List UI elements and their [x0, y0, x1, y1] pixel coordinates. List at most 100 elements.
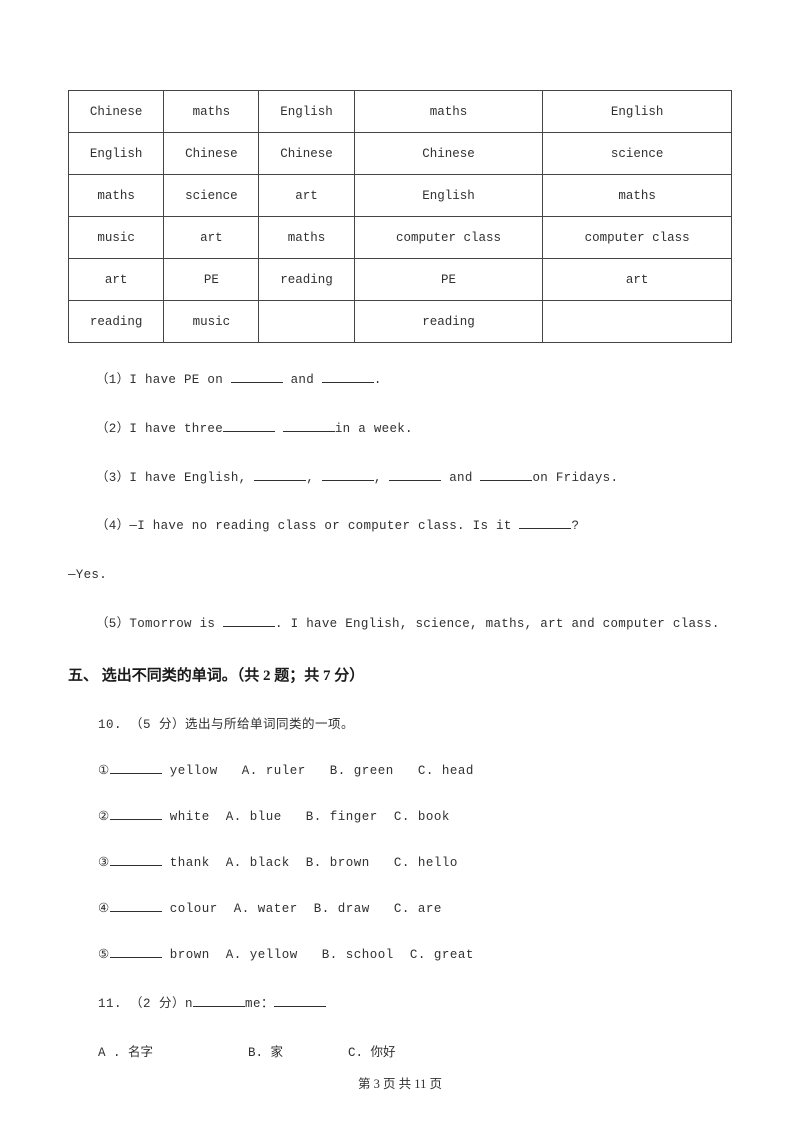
q5-post: . I have English, science, maths, art an…	[275, 617, 720, 631]
schedule-table: ChinesemathsEnglishmathsEnglish EnglishC…	[68, 90, 732, 343]
table-cell: art	[543, 259, 732, 301]
table-cell: maths	[259, 217, 354, 259]
table-cell: PE	[164, 259, 259, 301]
blank[interactable]	[110, 900, 162, 912]
q3-post: on Fridays.	[532, 471, 618, 485]
q11-mid: me：	[245, 997, 274, 1011]
w: brown	[162, 948, 210, 962]
q3-c3: and	[441, 471, 480, 485]
opt-a[interactable]: A. ruler	[242, 764, 306, 778]
table-cell: English	[259, 91, 354, 133]
opt-a[interactable]: A . 名字	[98, 1041, 248, 1060]
q3-c1: ,	[306, 471, 322, 485]
table-cell: Chinese	[354, 133, 543, 175]
blank[interactable]	[519, 517, 571, 529]
opt-b[interactable]: B. brown	[306, 856, 370, 870]
table-cell: Chinese	[69, 91, 164, 133]
question-1: （1）I have PE on and .	[96, 371, 732, 390]
blank[interactable]	[254, 469, 306, 481]
blank[interactable]	[110, 808, 162, 820]
w: yellow	[162, 764, 218, 778]
blank[interactable]	[110, 946, 162, 958]
table-cell: English	[354, 175, 543, 217]
q4-pre: （4）—I have no reading class or computer …	[96, 519, 519, 533]
blank[interactable]	[480, 469, 532, 481]
page-footer: 第 3 页 共 11 页	[0, 1073, 800, 1092]
table-cell: English	[69, 133, 164, 175]
table-cell: reading	[69, 301, 164, 343]
table-cell: English	[543, 91, 732, 133]
blank[interactable]	[223, 420, 275, 432]
q1-mid: and	[283, 373, 322, 387]
opt-b[interactable]: B. draw	[314, 902, 370, 916]
question-11: 11. （2 分）n me：	[98, 992, 732, 1011]
question-3: （3）I have English, , , and on Fridays.	[96, 469, 732, 488]
n: ②	[98, 810, 110, 824]
table-cell	[259, 301, 354, 343]
question-4: （4）—I have no reading class or computer …	[96, 517, 732, 536]
opt-a[interactable]: A. yellow	[226, 948, 298, 962]
opt-c[interactable]: C. are	[394, 902, 442, 916]
blank[interactable]	[389, 469, 441, 481]
opt-c[interactable]: C. 你好	[348, 1041, 396, 1060]
q10-item-2: ② white A. blue B. finger C. book	[98, 808, 732, 824]
q5-pre: （5）Tomorrow is	[96, 617, 223, 631]
table-cell: maths	[69, 175, 164, 217]
q2-pre: （2）I have three	[96, 422, 223, 436]
q10-item-3: ③ thank A. black B. brown C. hello	[98, 854, 732, 870]
table-cell: Chinese	[164, 133, 259, 175]
question-5: （5）Tomorrow is . I have English, science…	[96, 615, 732, 634]
blank[interactable]	[193, 995, 245, 1007]
q3-pre: （3）I have English,	[96, 471, 254, 485]
table-cell: science	[164, 175, 259, 217]
opt-a[interactable]: A. blue	[226, 810, 282, 824]
table-cell: reading	[354, 301, 543, 343]
section-5-heading: 五、 选出不同类的单词。（共 2 题；共 7 分）	[68, 664, 732, 685]
q11-pre: 11. （2 分）n	[98, 997, 193, 1011]
q10-item-5: ⑤ brown A. yellow B. school C. great	[98, 946, 732, 962]
table-cell: maths	[543, 175, 732, 217]
opt-b[interactable]: B. school	[322, 948, 394, 962]
table-cell: art	[69, 259, 164, 301]
q10-item-1: ① yellow A. ruler B. green C. head	[98, 762, 732, 778]
table-cell: Chinese	[259, 133, 354, 175]
opt-c[interactable]: C. head	[418, 764, 474, 778]
blank[interactable]	[274, 995, 326, 1007]
opt-c[interactable]: C. hello	[394, 856, 458, 870]
question-2: （2）I have three in a week.	[96, 420, 732, 439]
opt-c[interactable]: C. book	[394, 810, 450, 824]
q3-c2: ,	[374, 471, 390, 485]
table-cell: reading	[259, 259, 354, 301]
w: white	[162, 810, 210, 824]
table-cell: maths	[354, 91, 543, 133]
blank[interactable]	[322, 469, 374, 481]
question-4-answer: —Yes.	[68, 566, 732, 585]
q2-mid	[275, 422, 283, 436]
q4-post: ?	[571, 519, 579, 533]
table-cell: art	[259, 175, 354, 217]
blank[interactable]	[110, 762, 162, 774]
table-cell	[543, 301, 732, 343]
table-cell: art	[164, 217, 259, 259]
blank[interactable]	[322, 371, 374, 383]
blank[interactable]	[231, 371, 283, 383]
question-11-options: A . 名字B. 家C. 你好	[98, 1041, 732, 1060]
table-cell: music	[164, 301, 259, 343]
blank[interactable]	[283, 420, 335, 432]
opt-b[interactable]: B. 家	[248, 1041, 348, 1060]
opt-b[interactable]: B. green	[330, 764, 394, 778]
table-cell: computer class	[543, 217, 732, 259]
blank[interactable]	[223, 615, 275, 627]
table-cell: PE	[354, 259, 543, 301]
q1-post: .	[374, 373, 382, 387]
n: ①	[98, 764, 110, 778]
opt-a[interactable]: A. black	[226, 856, 290, 870]
opt-a[interactable]: A. water	[234, 902, 298, 916]
table-cell: maths	[164, 91, 259, 133]
n: ④	[98, 902, 110, 916]
n: ③	[98, 856, 110, 870]
table-cell: music	[69, 217, 164, 259]
opt-b[interactable]: B. finger	[306, 810, 378, 824]
blank[interactable]	[110, 854, 162, 866]
opt-c[interactable]: C. great	[410, 948, 474, 962]
